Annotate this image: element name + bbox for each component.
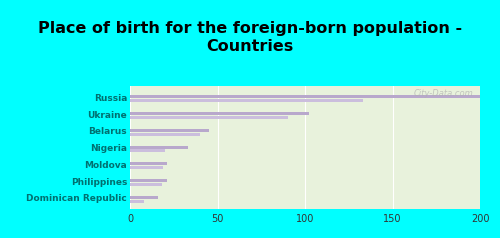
Bar <box>130 162 167 165</box>
Bar <box>130 99 363 102</box>
Bar <box>130 95 480 99</box>
Bar <box>130 166 163 169</box>
Bar <box>130 183 162 186</box>
Bar <box>130 116 288 119</box>
Text: City-Data.com: City-Data.com <box>413 89 473 98</box>
Bar <box>130 200 144 203</box>
Bar <box>130 146 188 149</box>
Bar <box>130 129 209 132</box>
Bar <box>130 112 308 115</box>
Bar <box>130 179 167 182</box>
Bar <box>130 133 200 136</box>
Bar <box>130 149 165 153</box>
Text: Place of birth for the foreign-born population -
Countries: Place of birth for the foreign-born popu… <box>38 21 462 55</box>
Bar <box>130 196 158 199</box>
